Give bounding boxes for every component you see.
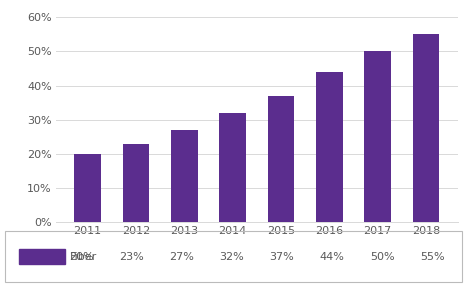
Text: 20%: 20% [69, 251, 93, 262]
Bar [268, 96, 294, 222]
Text: Fiber: Fiber [70, 251, 97, 262]
Text: 44%: 44% [320, 251, 345, 262]
Text: 37%: 37% [269, 251, 294, 262]
Text: 23%: 23% [119, 251, 144, 262]
Text: 55%: 55% [420, 251, 445, 262]
Bar [171, 130, 198, 222]
Bar [413, 34, 439, 222]
Text: 32%: 32% [219, 251, 244, 262]
Bar [219, 113, 246, 222]
Bar [19, 249, 65, 264]
Bar [316, 72, 343, 222]
Bar [123, 144, 149, 222]
Text: 27%: 27% [169, 251, 194, 262]
Bar [74, 154, 101, 222]
Bar [364, 51, 391, 222]
Text: 50%: 50% [370, 251, 395, 262]
